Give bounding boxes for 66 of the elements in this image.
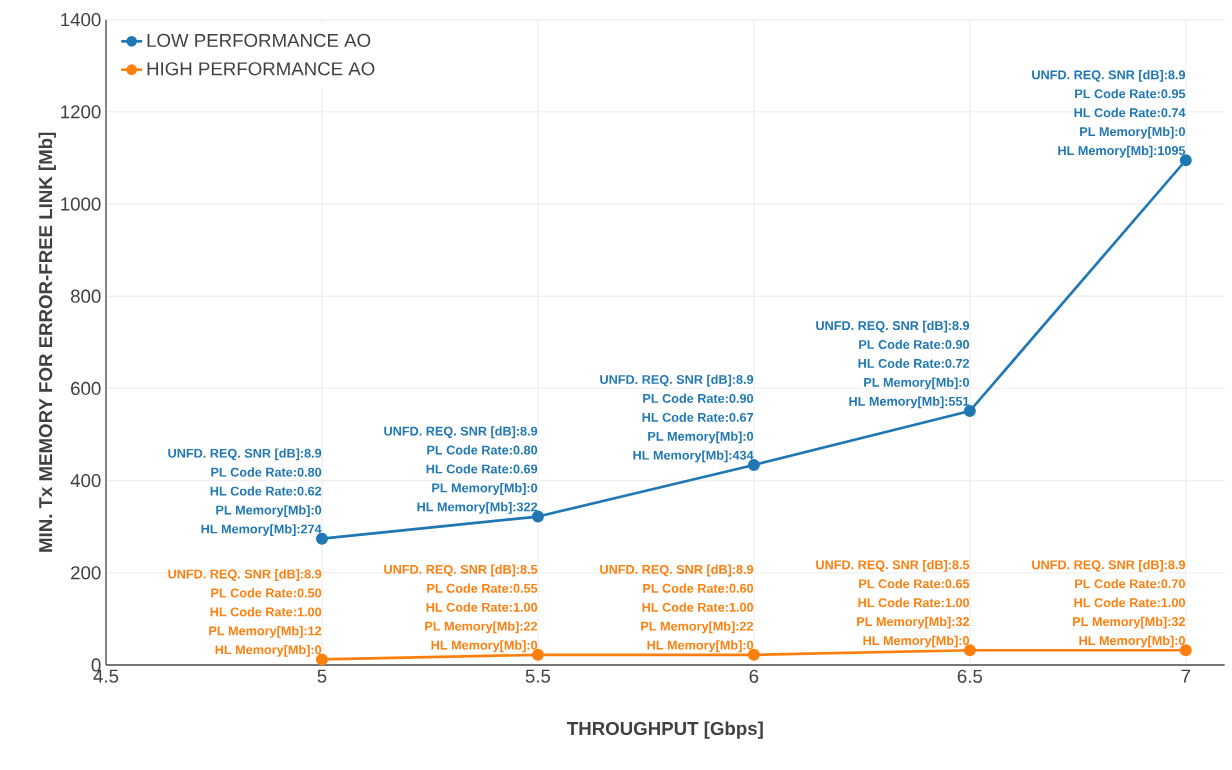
x-tick-label: 5 (317, 669, 327, 683)
annotation: PL Memory[Mb]:0 (648, 431, 754, 444)
annotation: PL Memory[Mb]:32 (857, 616, 970, 629)
annotation: UNFD. REQ. SNR [dB]:8.9 (168, 448, 322, 461)
annotation: HL Code Rate:0.69 (426, 464, 538, 474)
annotation: PL Memory[Mb]:0 (432, 483, 538, 495)
y-tick-label: 600 (71, 381, 101, 396)
annotation: PL Memory[Mb]:32 (1073, 616, 1186, 629)
annotation: PL Memory[Mb]:0 (1080, 126, 1185, 139)
annotation: HL Memory[Mb]:0 (431, 640, 538, 653)
y-tick-label: 400 (70, 473, 101, 488)
annotation: HL Code Rate:0.74 (1074, 107, 1186, 118)
annotation: PL Code Rate:0.95 (1075, 88, 1186, 99)
annotation: PL Memory[Mb]:22 (425, 621, 538, 634)
annotation: HL Code Rate:1.00 (642, 602, 754, 612)
annotation: HL Memory[Mb]:0 (647, 640, 754, 653)
x-axis-title: THROUGHPUT [Gbps] (567, 721, 763, 739)
x-tick-label: 6.5 (957, 669, 983, 683)
annotation: PL Memory[Mb]:22 (641, 621, 754, 634)
y-tick-label: 1200 (61, 105, 101, 119)
annotation: HL Memory[Mb]:274 (201, 524, 322, 536)
annotation: PL Code Rate:0.80 (211, 467, 322, 477)
annotation: HL Memory[Mb]:322 (417, 502, 538, 514)
annotation: PL Memory[Mb]:0 (864, 377, 970, 390)
annotation: HL Memory[Mb]:551 (849, 396, 970, 409)
annotation: PL Code Rate:0.55 (427, 583, 538, 593)
annotation: HL Memory[Mb]:0 (863, 635, 970, 648)
annotation: HL Code Rate:1.00 (1074, 597, 1185, 608)
annotation: PL Code Rate:0.50 (211, 588, 322, 598)
y-tick-label: 200 (71, 566, 101, 580)
annotation: UNFD. REQ. SNR [dB]:8.9 (168, 569, 322, 582)
y-tick-label: 1400 (61, 13, 101, 27)
annotation: HL Code Rate:0.67 (642, 412, 754, 422)
legend-label: LOW PERFORMANCE AO (147, 33, 371, 48)
annotation: HL Code Rate:0.62 (210, 486, 322, 496)
annotation: PL Code Rate:0.90 (643, 393, 754, 403)
x-tick-label: 6 (749, 669, 759, 683)
annotation: PL Code Rate:0.90 (859, 339, 970, 349)
x-tick-label: 5.5 (525, 669, 551, 683)
annotation: HL Memory[Mb]:1095 (1058, 145, 1186, 158)
y-tick-label: 800 (70, 289, 101, 303)
annotation: UNFD. REQ. SNR [dB]:8.9 (600, 374, 754, 387)
legend-label: HIGH PERFORMANCE AO (147, 62, 375, 76)
annotation: HL Code Rate:1.00 (426, 602, 538, 612)
annotation: HL Memory[Mb]:0 (215, 644, 322, 657)
annotation: UNFD. REQ. SNR [dB]:8.5 (384, 564, 538, 577)
annotation: UNFD. REQ. SNR [dB]:8.9 (1032, 70, 1186, 82)
annotation: PL Code Rate:0.80 (427, 445, 538, 455)
annotation: UNFD. REQ. SNR [dB]:8.5 (816, 559, 970, 572)
y-tick-label: 1000 (61, 197, 101, 211)
annotation: PL Code Rate:0.65 (859, 578, 970, 589)
annotation: PL Code Rate:0.70 (1075, 578, 1185, 589)
annotation: PL Memory[Mb]:0 (216, 505, 322, 518)
annotation: HL Code Rate:1.00 (858, 597, 970, 608)
annotation: PL Memory[Mb]:12 (209, 626, 322, 638)
annotation: UNFD. REQ. SNR [dB]:8.9 (600, 564, 754, 577)
annotation: HL Memory[Mb]:0 (1079, 635, 1185, 648)
annotation: UNFD. REQ. SNR [dB]:8.9 (816, 320, 970, 333)
annotation: UNFD. REQ. SNR [dB]:8.9 (384, 426, 538, 439)
x-tick-label: 7 (1181, 669, 1191, 683)
annotation: HL Memory[Mb]:434 (633, 450, 754, 463)
annotation: HL Code Rate:1.00 (210, 607, 322, 617)
annotation: PL Code Rate:0.60 (643, 583, 754, 593)
y-axis-title: MIN. Tx MEMORY FOR ERROR-FREE LINK [Mb] (38, 132, 56, 552)
annotation: UNFD. REQ. SNR [dB]:8.9 (1032, 559, 1186, 572)
annotation: HL Code Rate:0.72 (858, 358, 970, 368)
